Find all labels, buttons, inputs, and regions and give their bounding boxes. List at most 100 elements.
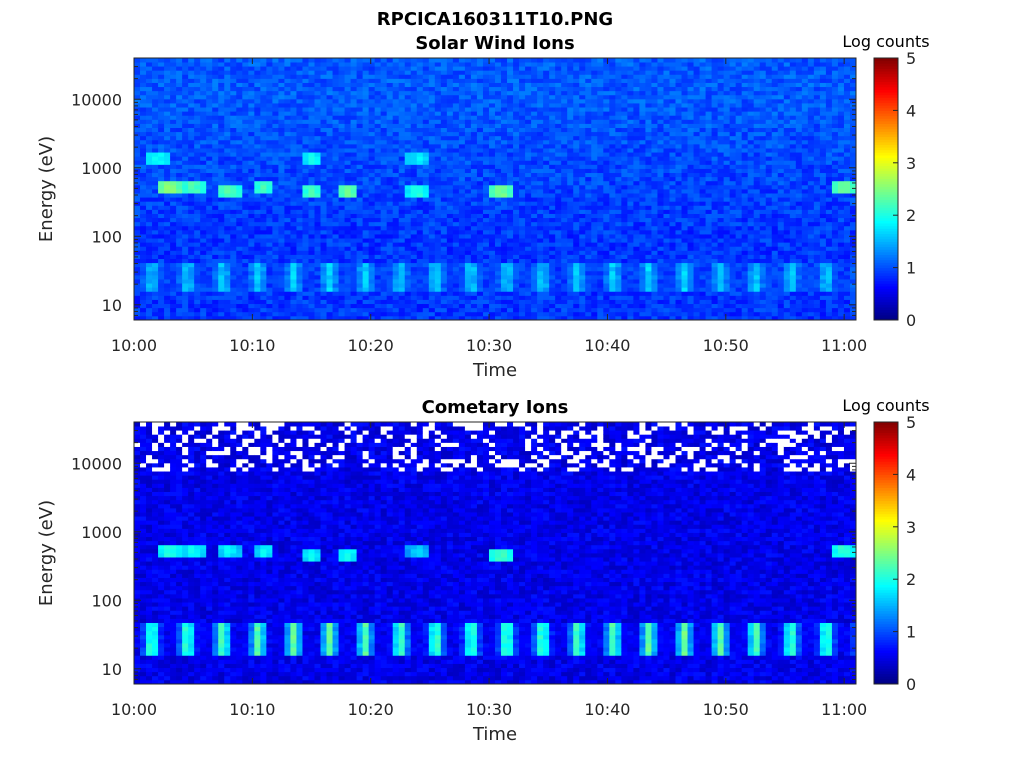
spectrogram-cell — [495, 283, 502, 288]
spectrogram-cell — [543, 209, 550, 214]
spectrogram-cell — [380, 283, 388, 288]
spectrogram-cell — [164, 127, 171, 133]
spectrogram-cell — [314, 127, 321, 133]
spectrogram-cell — [561, 135, 568, 141]
spectrogram-cell — [404, 119, 412, 124]
spectrogram-cell — [236, 135, 243, 141]
spectrogram-cell — [549, 250, 556, 255]
spectrogram-cell — [332, 172, 339, 178]
spectrogram-cell — [446, 82, 454, 88]
spectrogram-cell — [188, 311, 195, 317]
spectrogram-cell — [182, 209, 189, 214]
spectrogram-cell — [410, 172, 418, 178]
spectrogram-cell — [428, 86, 436, 92]
spectrogram-cell — [531, 70, 538, 75]
spectrogram-cell — [404, 82, 412, 88]
spectrogram-cell — [501, 209, 508, 214]
spectrogram-cell — [278, 303, 285, 309]
spectrogram-cell — [386, 229, 394, 235]
spectrogram-cell — [344, 274, 351, 280]
spectrogram-cell — [212, 274, 219, 280]
spectrogram-cell — [152, 193, 159, 198]
spectrogram-cell — [296, 82, 303, 88]
spectrogram-cell — [248, 180, 255, 186]
spectrogram-cell — [507, 242, 514, 247]
spectrogram-cell — [585, 201, 592, 206]
spectrogram-cell — [374, 205, 382, 210]
spectrogram-cell — [549, 254, 556, 259]
spectrogram-cell — [386, 131, 394, 137]
spectrogram-cell — [332, 78, 339, 83]
spectrogram-cell — [573, 213, 580, 219]
spectrogram-cell — [507, 221, 514, 227]
spectrogram-cell — [428, 115, 436, 120]
spectrogram-cell — [224, 205, 231, 210]
spectrogram-cell — [248, 94, 255, 100]
spectrogram-cell — [368, 213, 376, 219]
spectrogram-cell — [458, 135, 466, 141]
spectrogram-cell — [501, 201, 508, 206]
spectrogram-cell — [164, 176, 171, 182]
spectrogram-cell — [140, 127, 147, 133]
spectrogram-cell — [212, 209, 219, 214]
spectrogram-cell — [470, 156, 478, 161]
spectrogram-cell — [386, 123, 394, 128]
spectrogram-cell — [218, 78, 225, 83]
spectrogram-cell — [525, 78, 532, 83]
spectrogram-cell — [278, 70, 285, 75]
spectrogram-cell — [140, 303, 147, 309]
spectrogram-cell — [488, 225, 496, 231]
spectrogram-cell — [320, 246, 327, 251]
spectrogram-cell — [344, 135, 351, 141]
spectrogram-cell — [561, 94, 568, 100]
spectrogram-cell — [513, 311, 520, 317]
spectrogram-cell — [182, 107, 189, 112]
spectrogram-cell — [470, 295, 478, 300]
spectrogram-cell — [464, 180, 472, 186]
spectrogram-cell — [164, 78, 171, 83]
spectrogram-cell — [591, 250, 598, 255]
spectrogram-cell — [585, 180, 592, 186]
spectrogram-cell — [362, 234, 370, 239]
spectrogram-cell — [278, 152, 285, 157]
spectrogram-cell — [482, 213, 490, 219]
spectrogram-cell — [200, 123, 207, 128]
spectrogram-cell — [380, 209, 388, 214]
spectrogram-cell — [260, 283, 267, 288]
spectrogram-cell — [555, 189, 562, 194]
spectrogram-cell — [495, 274, 502, 280]
spectrogram-cell — [206, 205, 213, 210]
spectrogram-cell — [398, 107, 406, 112]
spectrogram-cell — [272, 103, 279, 108]
spectrogram-cell — [194, 291, 201, 296]
spectrogram-cell — [464, 184, 472, 190]
spectrogram-cell — [224, 58, 231, 63]
spectrogram-cell — [338, 238, 345, 243]
spectrogram-cell — [272, 234, 279, 239]
spectrogram-cell — [350, 98, 358, 104]
spectrogram-cell — [170, 242, 177, 247]
spectrogram-cell — [332, 152, 339, 157]
spectrogram-cell — [248, 283, 255, 288]
spectrogram-cell — [537, 283, 544, 288]
spectrogram-cell — [531, 213, 538, 219]
spectrogram-cell — [476, 266, 484, 272]
spectrogram-cell — [320, 127, 327, 133]
spectrogram-cell — [314, 242, 321, 247]
spectrogram-cell — [464, 274, 472, 280]
spectrogram-cell — [543, 74, 550, 79]
spectrogram-cell — [272, 180, 279, 186]
spectrogram-cell — [284, 311, 291, 317]
spectrogram-cell — [134, 209, 141, 214]
spectrogram-cell — [182, 123, 189, 128]
spectrogram-cell — [134, 90, 141, 96]
spectrogram-cell — [332, 315, 339, 321]
spectrogram-cell — [170, 152, 177, 157]
spectrogram-cell — [525, 254, 532, 259]
spectrogram-cell — [452, 238, 460, 243]
spectrogram-cell — [284, 111, 291, 116]
spectrogram-cell — [266, 160, 273, 165]
spectrogram-cell — [206, 176, 213, 182]
spectrogram-cell — [573, 315, 580, 321]
spectrogram-cell — [392, 74, 400, 79]
